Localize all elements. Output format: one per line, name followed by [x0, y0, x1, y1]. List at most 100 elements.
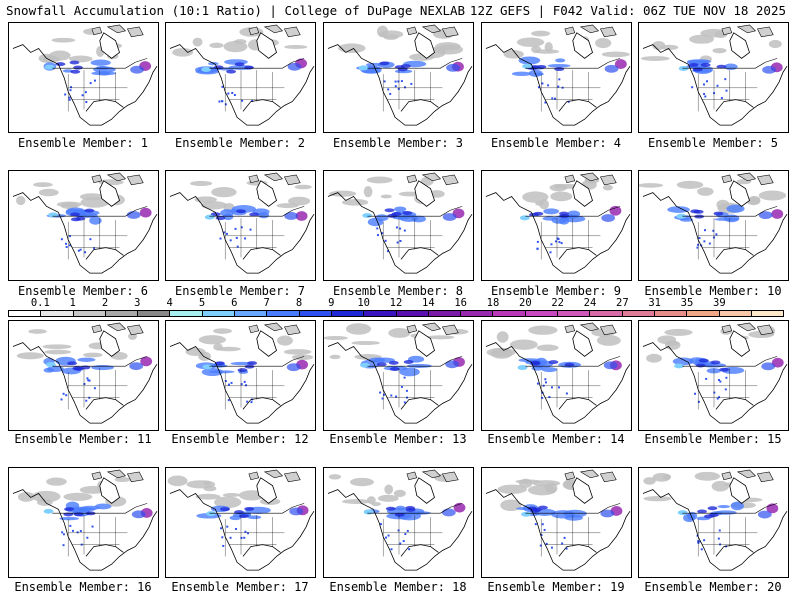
ensemble-member-label: Ensemble Member: 17 [171, 580, 309, 594]
ensemble-member-map [8, 320, 159, 431]
ensemble-member-map [165, 467, 316, 578]
ensemble-member-map [323, 22, 474, 133]
snowfall-colorbar [8, 310, 784, 317]
colorbar-swatch [461, 311, 494, 316]
ensemble-member-label: Ensemble Member: 11 [14, 432, 152, 446]
colorbar-tick-label: 2 [101, 297, 109, 309]
ensemble-member-map [481, 170, 632, 281]
ensemble-member-map [8, 170, 159, 281]
colorbar-swatch [9, 311, 42, 316]
colorbar-swatch [558, 311, 591, 316]
ensemble-member-label: Ensemble Member: 10 [644, 284, 782, 298]
colorbar-tick-label: 8 [295, 297, 303, 309]
colorbar-swatch [138, 311, 171, 316]
colorbar-tick-label: 12 [389, 297, 403, 309]
ensemble-member-map [638, 22, 789, 133]
ensemble-member-label: Ensemble Member: 9 [490, 284, 622, 298]
map-graphic [639, 322, 788, 430]
colorbar-swatch [719, 311, 752, 316]
ensemble-member-map [323, 170, 474, 281]
map-graphic [324, 24, 473, 132]
ensemble-member-label: Ensemble Member: 6 [17, 284, 149, 298]
colorbar-swatch [654, 311, 688, 316]
ensemble-member-map [165, 170, 316, 281]
colorbar-tick-label: 6 [231, 297, 238, 309]
map-graphic [639, 469, 788, 577]
colorbar-tick-label: 20 [519, 297, 532, 309]
colorbar-tick-label: 1 [69, 297, 76, 309]
ensemble-member-label: Ensemble Member: 15 [644, 432, 782, 446]
colorbar-tick-label: 31 [648, 297, 661, 309]
colorbar-tick-label: 39 [713, 297, 726, 309]
ensemble-member-map [8, 467, 159, 578]
map-graphic [9, 172, 158, 280]
colorbar-tick-label: 3 [134, 297, 141, 309]
colorbar-swatch [73, 311, 106, 316]
ensemble-member-label: Ensemble Member: 18 [329, 580, 467, 594]
ensemble-member-map [481, 467, 632, 578]
ensemble-member-label: Ensemble Member: 4 [490, 136, 622, 150]
ensemble-member-map [481, 22, 632, 133]
ensemble-member-map [638, 467, 789, 578]
run-valid-time: 12Z GEFS | F042 Valid: 06Z TUE NOV 18 20… [469, 3, 786, 18]
colorbar-tick-label: 24 [583, 297, 597, 309]
colorbar-tick-label: 9 [328, 297, 335, 309]
ensemble-member-map [638, 170, 789, 281]
colorbar-tick-label: 14 [422, 297, 435, 309]
map-graphic [166, 322, 315, 430]
colorbar-swatch [364, 311, 397, 316]
colorbar-swatch [299, 311, 332, 316]
map-graphic [482, 24, 631, 132]
ensemble-member-label: Ensemble Member: 7 [174, 284, 306, 298]
colorbar-tick-label: 27 [616, 297, 629, 309]
map-graphic [9, 469, 158, 577]
colorbar-swatch [202, 311, 236, 316]
ensemble-member-map [165, 320, 316, 431]
colorbar-swatch [170, 311, 203, 316]
ensemble-member-map [323, 320, 474, 431]
ensemble-member-label: Ensemble Member: 14 [487, 432, 625, 446]
colorbar-tick-label: 0.1 [30, 297, 50, 309]
map-graphic [9, 322, 158, 430]
colorbar-swatch [41, 311, 74, 316]
colorbar-tick-label: 18 [486, 297, 500, 309]
ensemble-member-label: Ensemble Member: 16 [14, 580, 152, 594]
ensemble-member-label: Ensemble Member: 1 [17, 136, 149, 150]
colorbar-swatch [267, 311, 300, 316]
ensemble-member-map [638, 320, 789, 431]
map-graphic [482, 172, 631, 280]
map-graphic [482, 322, 631, 430]
map-graphic [482, 469, 631, 577]
colorbar-tick-label: 4 [166, 297, 173, 309]
map-graphic [324, 469, 473, 577]
ensemble-member-map [8, 22, 159, 133]
ensemble-member-map [481, 320, 632, 431]
map-graphic [9, 24, 158, 132]
ensemble-member-map [165, 22, 316, 133]
colorbar-swatch [331, 311, 365, 316]
colorbar-swatch [428, 311, 462, 316]
colorbar-tick-label: 35 [680, 297, 694, 309]
map-graphic [639, 24, 788, 132]
colorbar-tick-label: 16 [454, 297, 467, 309]
ensemble-member-label: Ensemble Member: 2 [174, 136, 306, 150]
ensemble-member-label: Ensemble Member: 8 [332, 284, 464, 298]
colorbar-tick-label: 7 [263, 297, 270, 309]
ensemble-member-map [323, 467, 474, 578]
map-graphic [639, 172, 788, 280]
colorbar-swatch [622, 311, 655, 316]
ensemble-member-label: Ensemble Member: 3 [332, 136, 464, 150]
map-graphic [166, 469, 315, 577]
colorbar-swatch [751, 311, 784, 316]
colorbar-swatch [687, 311, 720, 316]
map-graphic [166, 172, 315, 280]
colorbar-swatch [525, 311, 559, 316]
colorbar-swatch [493, 311, 526, 316]
colorbar-tick-label: 5 [198, 297, 206, 309]
ensemble-member-label: Ensemble Member: 20 [644, 580, 782, 594]
colorbar-tick-label: 10 [357, 297, 370, 309]
map-graphic [324, 172, 473, 280]
ensemble-member-label: Ensemble Member: 19 [487, 580, 625, 594]
colorbar-swatch [105, 311, 139, 316]
ensemble-member-label: Ensemble Member: 13 [329, 432, 467, 446]
